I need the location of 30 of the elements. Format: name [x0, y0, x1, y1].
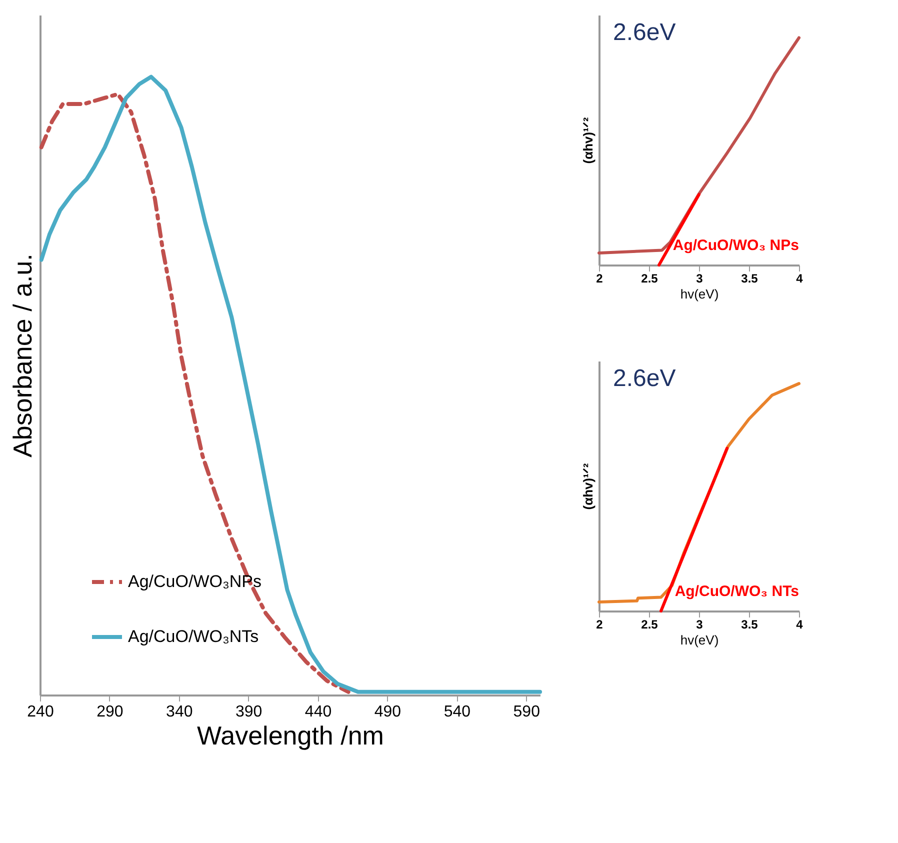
- y-axis-title: (αhv)¹ᐟ²: [580, 462, 596, 510]
- x-tick-label: 2: [596, 618, 604, 632]
- annotation: Ag/CuO/WO₃ NPs: [672, 237, 799, 254]
- x-tick-label: 390: [235, 704, 262, 720]
- x-tick-label: 3: [696, 618, 704, 632]
- legend-label: Ag/CuO/WO₃NTs: [128, 627, 259, 646]
- x-tick-label: 4: [796, 618, 804, 632]
- x-tick-label: 2.5: [641, 618, 658, 632]
- x-tick-label: 3.5: [741, 618, 758, 632]
- x-tick-label: 3.5: [741, 272, 758, 286]
- x-axis-title: Wavelength /nm: [197, 720, 384, 750]
- annotation: 2.6eV: [613, 19, 676, 46]
- annotation: Ag/CuO/WO₃ NTs: [674, 583, 799, 600]
- legend-label: Ag/CuO/WO₃NPs: [128, 572, 262, 591]
- x-tick-label: 290: [96, 704, 124, 720]
- y-axis-title: Absorbance / a.u.: [8, 254, 38, 458]
- x-axis-title: hv(eV): [680, 632, 719, 648]
- x-tick-label: 540: [444, 704, 471, 720]
- x-tick-label: 2.5: [641, 272, 658, 286]
- x-tick-label: 240: [27, 704, 54, 720]
- annotation: 2.6eV: [613, 365, 676, 392]
- x-axis-title: hv(eV): [680, 286, 719, 302]
- x-tick-label: 440: [304, 704, 332, 720]
- x-tick-label: 2: [596, 272, 604, 286]
- y-axis-title: (αhv)¹ᐟ²: [580, 116, 596, 164]
- x-tick-label: 340: [166, 704, 193, 720]
- x-tick-label: 590: [513, 704, 540, 720]
- x-tick-label: 3: [696, 272, 704, 286]
- x-tick-label: 490: [374, 704, 402, 720]
- x-tick-label: 4: [796, 272, 804, 286]
